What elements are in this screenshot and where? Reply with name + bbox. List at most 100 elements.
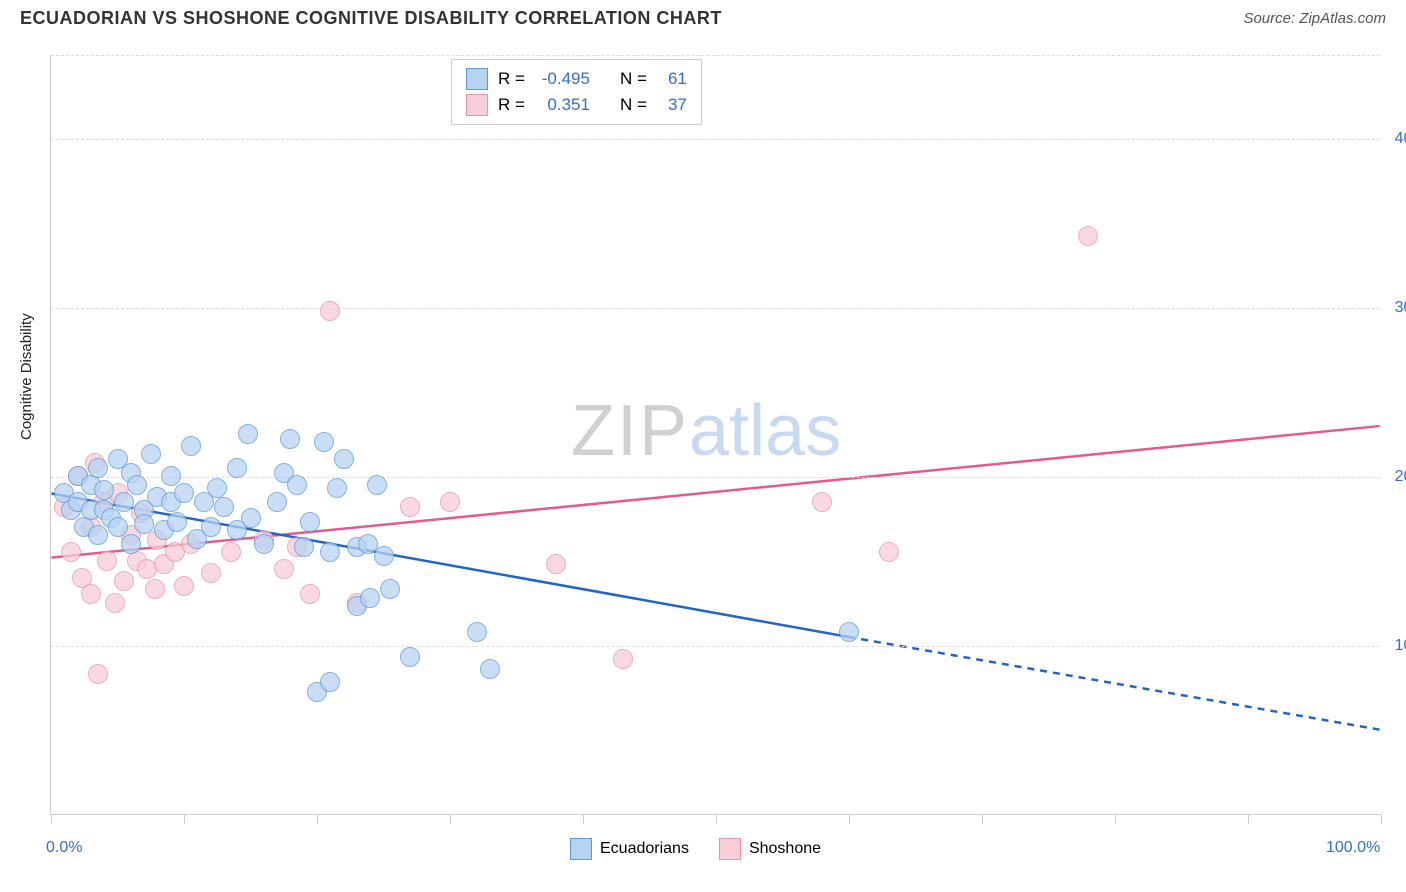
gridline xyxy=(51,308,1380,309)
stats-legend-box: R = -0.495 N = 61 R = 0.351 N = 37 xyxy=(451,59,702,125)
scatter-point-b xyxy=(546,554,566,574)
scatter-point-b xyxy=(81,584,101,604)
scatter-point-a xyxy=(287,475,307,495)
stats-row-b: R = 0.351 N = 37 xyxy=(466,92,687,118)
scatter-point-b xyxy=(440,492,460,512)
scatter-point-b xyxy=(221,542,241,562)
scatter-point-a xyxy=(254,534,274,554)
scatter-point-a xyxy=(360,588,380,608)
scatter-point-a xyxy=(174,483,194,503)
trend-line xyxy=(51,426,1379,558)
scatter-point-b xyxy=(1078,226,1098,246)
scatter-point-a xyxy=(320,542,340,562)
scatter-point-a xyxy=(367,475,387,495)
stats-row-a: R = -0.495 N = 61 xyxy=(466,66,687,92)
scatter-point-a xyxy=(227,458,247,478)
scatter-point-a xyxy=(320,672,340,692)
scatter-point-a xyxy=(88,525,108,545)
legend-item-b: Shoshone xyxy=(719,838,821,860)
watermark: ZIPatlas xyxy=(571,390,841,472)
y-tick-label: 20.0% xyxy=(1395,468,1406,486)
stat-r-label2: R = xyxy=(498,95,525,115)
x-tick xyxy=(317,814,318,824)
x-tick xyxy=(1248,814,1249,824)
scatter-point-a xyxy=(94,480,114,500)
watermark-zip: ZIP xyxy=(571,391,689,471)
y-tick-label: 10.0% xyxy=(1395,637,1406,655)
x-tick xyxy=(982,814,983,824)
scatter-point-a xyxy=(241,508,261,528)
x-tick xyxy=(716,814,717,824)
scatter-point-b xyxy=(300,584,320,604)
scatter-point-a xyxy=(201,517,221,537)
scatter-point-a xyxy=(127,475,147,495)
scatter-point-a xyxy=(380,579,400,599)
scatter-point-b xyxy=(88,664,108,684)
scatter-point-a xyxy=(134,514,154,534)
scatter-point-a xyxy=(181,436,201,456)
x-tick-label: 100.0% xyxy=(1326,839,1406,857)
scatter-point-b xyxy=(320,301,340,321)
scatter-point-a xyxy=(238,424,258,444)
scatter-point-b xyxy=(201,563,221,583)
scatter-point-a xyxy=(121,534,141,554)
gridline xyxy=(51,55,1380,56)
swatch-a-icon xyxy=(466,68,488,90)
scatter-point-a xyxy=(207,478,227,498)
stat-n-label: N = xyxy=(620,69,647,89)
scatter-point-a xyxy=(839,622,859,642)
x-tick xyxy=(1381,814,1382,824)
x-tick xyxy=(849,814,850,824)
scatter-point-a xyxy=(108,517,128,537)
x-tick xyxy=(583,814,584,824)
scatter-point-a xyxy=(334,449,354,469)
trend-line xyxy=(848,637,1379,730)
scatter-point-a xyxy=(167,512,187,532)
scatter-point-a xyxy=(88,458,108,478)
stat-n-label2: N = xyxy=(620,95,647,115)
swatch-b-icon xyxy=(466,94,488,116)
scatter-point-b xyxy=(97,551,117,571)
scatter-point-b xyxy=(105,593,125,613)
scatter-point-a xyxy=(374,546,394,566)
scatter-point-a xyxy=(280,429,300,449)
legend-swatch-b-icon xyxy=(719,838,741,860)
x-tick xyxy=(450,814,451,824)
chart-title: ECUADORIAN VS SHOSHONE COGNITIVE DISABIL… xyxy=(20,8,722,29)
scatter-point-b xyxy=(274,559,294,579)
watermark-atlas: atlas xyxy=(689,391,841,471)
stat-a-r: -0.495 xyxy=(535,69,590,89)
scatter-point-b xyxy=(400,497,420,517)
legend-a-label: Ecuadorians xyxy=(600,840,689,858)
gridline xyxy=(51,139,1380,140)
stat-b-n: 37 xyxy=(657,95,687,115)
legend-swatch-a-icon xyxy=(570,838,592,860)
scatter-point-a xyxy=(467,622,487,642)
stat-b-r: 0.351 xyxy=(535,95,590,115)
x-tick-label: 0.0% xyxy=(46,839,82,857)
scatter-point-a xyxy=(327,478,347,498)
scatter-point-b xyxy=(61,542,81,562)
gridline xyxy=(51,646,1380,647)
y-axis-label: Cognitive Disability xyxy=(18,313,35,440)
scatter-point-b xyxy=(145,579,165,599)
scatter-point-b xyxy=(613,649,633,669)
y-tick-label: 30.0% xyxy=(1395,299,1406,317)
scatter-point-a xyxy=(214,497,234,517)
x-tick xyxy=(51,814,52,824)
x-tick xyxy=(184,814,185,824)
scatter-point-b xyxy=(879,542,899,562)
bottom-legend: Ecuadorians Shoshone xyxy=(570,838,821,860)
scatter-point-a xyxy=(400,647,420,667)
scatter-point-a xyxy=(300,512,320,532)
scatter-point-a xyxy=(480,659,500,679)
scatter-point-a xyxy=(114,492,134,512)
plot-area: ZIPatlas R = -0.495 N = 61 R = 0.351 N =… xyxy=(50,55,1380,815)
x-tick xyxy=(1115,814,1116,824)
scatter-point-a xyxy=(267,492,287,512)
scatter-point-b xyxy=(114,571,134,591)
scatter-point-b xyxy=(174,576,194,596)
stat-r-label: R = xyxy=(498,69,525,89)
scatter-point-a xyxy=(161,466,181,486)
scatter-point-b xyxy=(812,492,832,512)
